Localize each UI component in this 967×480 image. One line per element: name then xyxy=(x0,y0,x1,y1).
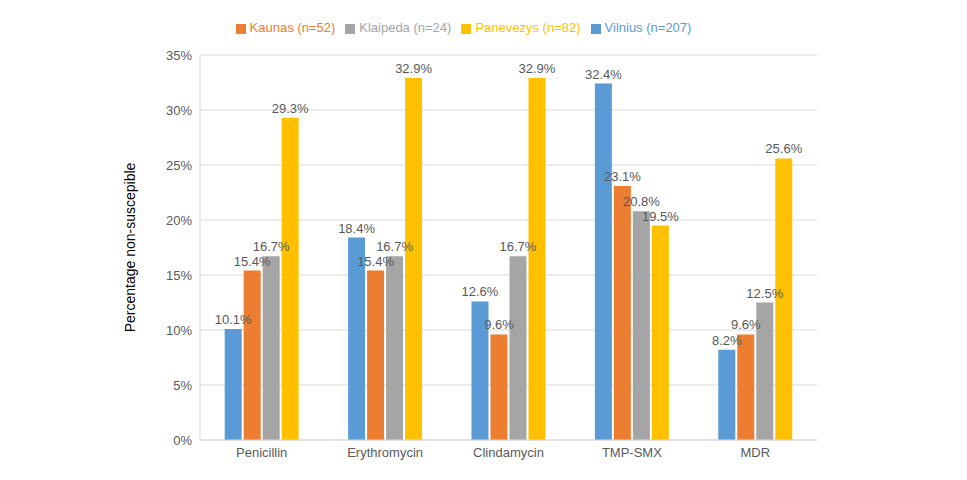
svg-text:12.6%: 12.6% xyxy=(462,284,499,299)
svg-text:0%: 0% xyxy=(173,433,192,448)
svg-text:15.4%: 15.4% xyxy=(357,254,394,269)
svg-text:16.7%: 16.7% xyxy=(376,239,413,254)
svg-text:19.5%: 19.5% xyxy=(642,209,679,224)
svg-text:Percentage non-suscepible: Percentage non-suscepible xyxy=(122,162,138,332)
svg-text:12.5%: 12.5% xyxy=(746,286,783,301)
svg-text:29.3%: 29.3% xyxy=(272,101,309,116)
svg-text:Clindamycin: Clindamycin xyxy=(473,445,544,460)
svg-text:Penicillin: Penicillin xyxy=(236,445,287,460)
svg-text:15%: 15% xyxy=(166,268,192,283)
html-text:Vilnius (n=207): Vilnius (n=207) xyxy=(604,20,692,35)
svg-text:9.6%: 9.6% xyxy=(731,317,761,332)
svg-text:32.9%: 32.9% xyxy=(519,61,556,76)
svg-text:20.8%: 20.8% xyxy=(623,194,660,209)
svg-text:25.6%: 25.6% xyxy=(765,141,802,156)
svg-text:10%: 10% xyxy=(166,323,192,338)
html-text:Klaipeda (n=24): Klaipeda (n=24) xyxy=(359,20,452,35)
svg-text:30%: 30% xyxy=(166,103,192,118)
svg-text:MDR: MDR xyxy=(740,445,770,460)
svg-text:23.1%: 23.1% xyxy=(604,169,641,184)
svg-text:20%: 20% xyxy=(166,213,192,228)
svg-text:25%: 25% xyxy=(166,158,192,173)
svg-text:5%: 5% xyxy=(173,378,192,393)
svg-text:16.7%: 16.7% xyxy=(500,239,537,254)
html-text:Kaunas (n=52): Kaunas (n=52) xyxy=(249,20,336,35)
svg-text:16.7%: 16.7% xyxy=(253,239,290,254)
svg-text:9.6%: 9.6% xyxy=(484,317,514,332)
svg-text:15.4%: 15.4% xyxy=(234,254,271,269)
svg-text:TMP-SMX: TMP-SMX xyxy=(602,445,662,460)
svg-text:Erythromycin: Erythromycin xyxy=(347,445,423,460)
svg-text:10.1%: 10.1% xyxy=(215,312,252,327)
svg-text:18.4%: 18.4% xyxy=(338,221,375,236)
svg-text:35%: 35% xyxy=(166,48,192,63)
svg-text:8.2%: 8.2% xyxy=(712,333,742,348)
html-text:Panevezys (n=82): Panevezys (n=82) xyxy=(475,20,581,35)
svg-text:32.9%: 32.9% xyxy=(395,61,432,76)
svg-text:32.4%: 32.4% xyxy=(585,67,622,82)
